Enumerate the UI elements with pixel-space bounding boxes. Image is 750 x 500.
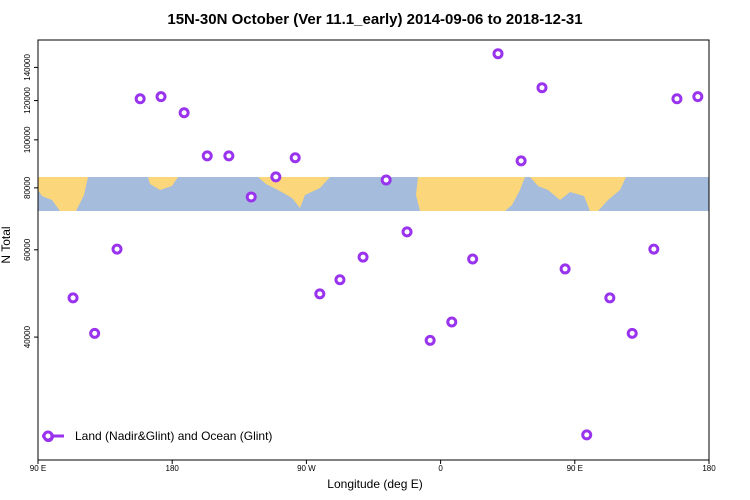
y-axis-label: N Total (0, 226, 13, 263)
point (223, 150, 235, 162)
point (334, 274, 346, 286)
point (648, 243, 660, 255)
map-band (38, 177, 709, 211)
x-axis-label: Longitude (deg E) (327, 477, 422, 491)
y-tick-label: 40000 (23, 325, 32, 348)
point (581, 429, 593, 441)
x-tick-label: 90 E (567, 464, 583, 473)
x-tick-label: 0 (438, 464, 443, 473)
legend-marker (42, 430, 54, 442)
point (314, 288, 326, 300)
y-tick-label: 120000 (23, 87, 32, 114)
y-tick-label: 140000 (23, 54, 32, 81)
point (67, 292, 79, 304)
point (671, 93, 683, 105)
point (270, 171, 282, 183)
point (467, 253, 479, 265)
point (89, 327, 101, 339)
point (201, 150, 213, 162)
legend-label: Land (Nadir&Glint) and Ocean (Glint) (75, 429, 272, 443)
point (401, 226, 413, 238)
point (111, 243, 123, 255)
point (559, 263, 571, 275)
point (245, 191, 257, 203)
chart-title: 15N-30N October (Ver 11.1_early) 2014-09… (167, 11, 582, 28)
point (424, 334, 436, 346)
point (536, 82, 548, 94)
point (380, 174, 392, 186)
x-tick-label: 90 E (30, 464, 46, 473)
legend: Land (Nadir&Glint) and Ocean (Glint) (42, 429, 272, 443)
point (515, 155, 527, 167)
point (446, 316, 458, 328)
point (289, 152, 301, 164)
point (626, 327, 638, 339)
point (692, 91, 704, 103)
x-tick-label: 90 W (297, 464, 316, 473)
point (178, 107, 190, 119)
x-tick-label: 180 (702, 464, 716, 473)
point (492, 48, 504, 60)
y-tick-label: 100000 (23, 126, 32, 153)
y-tick-label: 80000 (23, 176, 32, 199)
y-tick-label: 60000 (23, 238, 32, 261)
point (134, 93, 146, 105)
x-tick-label: 180 (166, 464, 180, 473)
point (155, 91, 167, 103)
point (604, 292, 616, 304)
point (357, 251, 369, 263)
